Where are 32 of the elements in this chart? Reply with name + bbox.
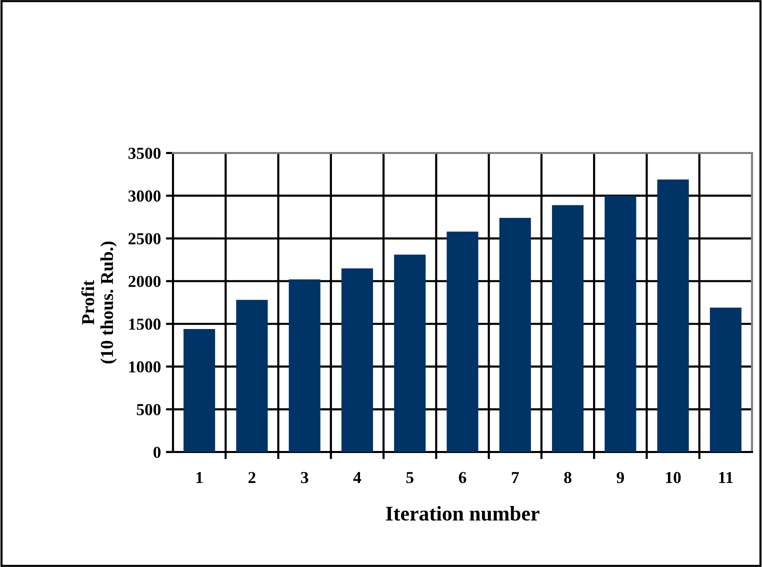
x-tick-label: 6	[458, 472, 466, 484]
y-axis-title: Profit (10 thous. Rub.)	[81, 242, 117, 364]
y-tick-label: 2500	[128, 233, 161, 244]
bar	[288, 279, 320, 452]
bar	[604, 196, 636, 452]
bar	[184, 328, 216, 452]
bar	[236, 300, 268, 452]
x-tick-label: 7	[512, 472, 519, 484]
x-tick-label: 4	[353, 472, 362, 484]
bar	[341, 268, 374, 452]
y-tick-label: 500	[136, 404, 161, 416]
bar	[394, 254, 426, 452]
bar	[657, 179, 689, 452]
y-tick-label: 2000	[128, 276, 161, 288]
x-tick-label: 5	[406, 472, 414, 484]
bar	[552, 205, 584, 452]
x-tick-label: 1	[196, 472, 203, 484]
bar	[499, 218, 531, 452]
x-tick-label: 8	[564, 472, 572, 484]
y-tick-label: 3000	[128, 190, 161, 202]
x-tick-label: 10	[666, 472, 681, 484]
x-tick-label: 11	[719, 472, 733, 484]
y-tick-label: 1000	[129, 361, 161, 373]
y-tick-label: 0	[153, 446, 161, 458]
x-axis-title: Iteration number	[386, 506, 540, 521]
x-tick-label: 9	[616, 472, 624, 484]
bar	[446, 232, 478, 452]
x-tick-label: 3	[301, 472, 308, 484]
y-tick-label: 1500	[129, 318, 161, 330]
y-tick-label: 3500	[128, 148, 161, 159]
x-tick-label: 2	[248, 472, 256, 484]
bar	[710, 308, 742, 452]
